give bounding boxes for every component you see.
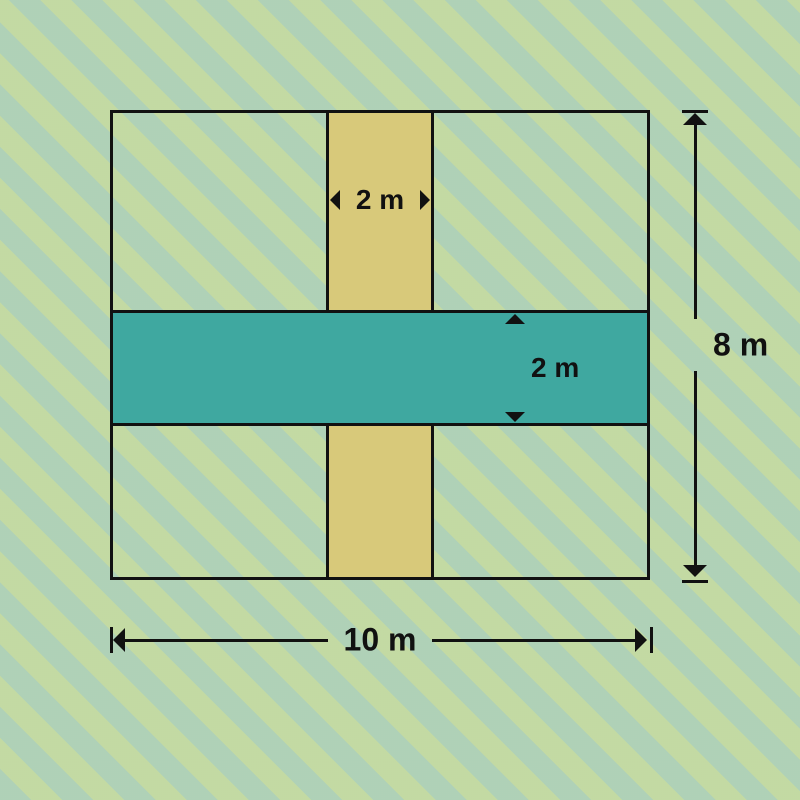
height-tick-bottom — [682, 580, 708, 583]
height-line-bottom — [694, 371, 697, 565]
arrow-left-icon — [113, 628, 125, 652]
arrow-left-icon — [330, 190, 340, 210]
arrow-up-icon — [683, 113, 707, 125]
width-dimension-label: 10 m — [344, 622, 417, 659]
height-line-top — [694, 125, 697, 319]
width-tick-right — [650, 627, 653, 653]
height-dimension-label: 8 m — [713, 327, 768, 364]
horizontal-strip-label: 2 m — [531, 352, 579, 384]
diagram-stage: 2 m 2 m 10 m 8 m — [0, 0, 800, 800]
arrow-down-icon — [683, 565, 707, 577]
arrow-down-icon — [505, 412, 525, 422]
width-line-left — [125, 639, 328, 642]
width-line-right — [432, 639, 635, 642]
arrow-right-icon — [420, 190, 430, 210]
arrow-up-icon — [505, 314, 525, 324]
vertical-strip-label: 2 m — [356, 184, 404, 216]
arrow-right-icon — [635, 628, 647, 652]
outer-rectangle-border — [110, 110, 650, 580]
